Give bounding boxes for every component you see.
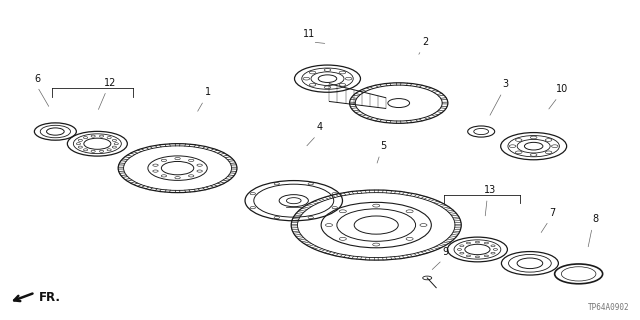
- Text: FR.: FR.: [39, 291, 61, 304]
- Text: 10: 10: [556, 84, 568, 94]
- Text: TP64A0902: TP64A0902: [588, 303, 630, 312]
- Text: 4: 4: [317, 123, 323, 132]
- Text: 7: 7: [549, 208, 556, 218]
- Text: 6: 6: [35, 74, 40, 84]
- Text: 3: 3: [502, 79, 508, 89]
- Text: 13: 13: [484, 185, 496, 195]
- Text: 11: 11: [303, 29, 315, 39]
- Text: 12: 12: [104, 78, 116, 88]
- Text: 2: 2: [422, 37, 428, 47]
- Text: 1: 1: [205, 87, 211, 98]
- Text: 5: 5: [381, 141, 387, 151]
- Text: 9: 9: [442, 247, 448, 257]
- Text: 8: 8: [592, 214, 598, 224]
